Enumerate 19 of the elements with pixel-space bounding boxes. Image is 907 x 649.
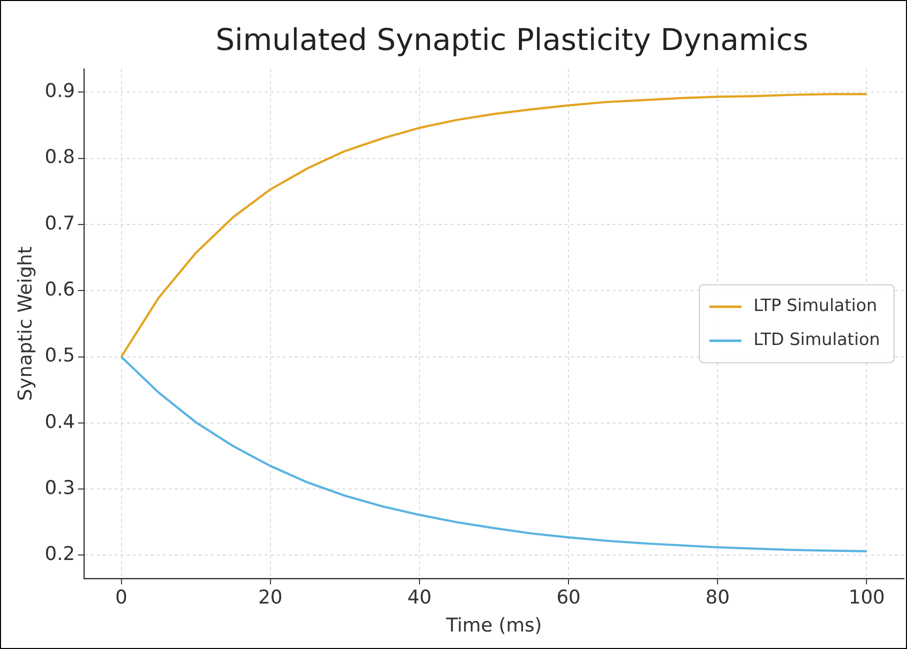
x-tick-label: 60 xyxy=(556,586,581,609)
x-tick-label: 0 xyxy=(115,586,128,609)
legend-label: LTP Simulation xyxy=(753,296,878,316)
y-tick-label: 0.6 xyxy=(44,278,76,301)
legend-label: LTD Simulation xyxy=(753,330,880,350)
x-axis-title: Time (ms) xyxy=(445,614,542,637)
chart-title: Simulated Synaptic Plasticity Dynamics xyxy=(214,23,810,58)
y-tick-label: 0.7 xyxy=(44,212,76,234)
y-tick-label: 0.8 xyxy=(44,146,76,168)
x-tick-label: 80 xyxy=(706,586,730,609)
x-tick-label: 100 xyxy=(848,586,885,609)
y-axis-title: Synaptic Weight xyxy=(14,246,36,401)
y-tick-label: 0.2 xyxy=(44,543,76,566)
y-tick-label: 0.4 xyxy=(44,410,76,433)
y-tick-label: 0.5 xyxy=(44,344,76,367)
y-tick-label: 0.9 xyxy=(44,80,76,102)
y-tick-label: 0.3 xyxy=(44,477,76,500)
x-tick-label: 20 xyxy=(258,586,282,609)
x-tick-label: 40 xyxy=(407,586,432,609)
